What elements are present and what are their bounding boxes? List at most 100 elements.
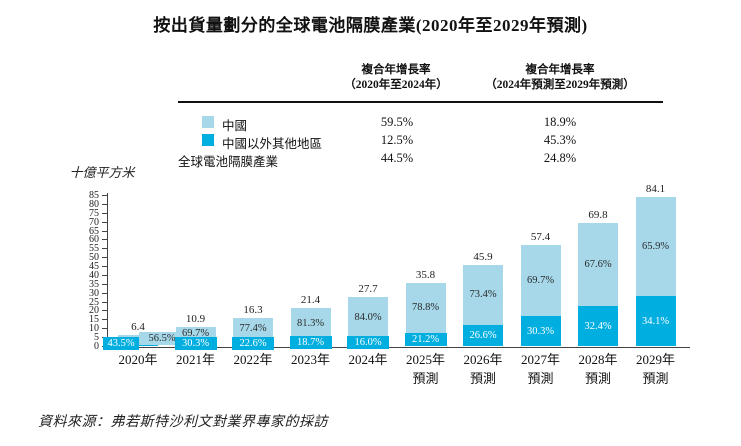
y-tick bbox=[102, 301, 107, 303]
x-axis-sublabel: 預測 bbox=[642, 371, 669, 386]
y-tick bbox=[102, 310, 107, 312]
bar-segment-china bbox=[233, 317, 273, 340]
bar-segment-china bbox=[635, 197, 676, 296]
pct-label-china: 81.3% bbox=[296, 318, 325, 330]
x-axis-line bbox=[107, 346, 690, 348]
x-axis-label: 2022年 bbox=[233, 352, 273, 367]
cagr-value: 44.5% bbox=[380, 151, 414, 165]
bar-segment-other bbox=[463, 324, 503, 347]
y-tick bbox=[102, 274, 107, 276]
y-tick-label: 10 bbox=[89, 323, 99, 335]
y-tick-label: 40 bbox=[89, 269, 99, 281]
x-axis-label: 2025年 bbox=[405, 352, 445, 367]
x-axis-sublabel: 預測 bbox=[584, 371, 611, 386]
pct-label-other: 26.6% bbox=[469, 330, 497, 342]
x-axis-label: 2020年 bbox=[118, 352, 158, 367]
y-axis-line bbox=[107, 193, 108, 348]
pct-label-other: 18.7% bbox=[289, 336, 332, 350]
y-tick-label: 25 bbox=[89, 296, 99, 308]
bar-total-label: 45.9 bbox=[473, 250, 493, 263]
y-tick bbox=[102, 266, 107, 268]
y-tick bbox=[102, 230, 107, 232]
table-row: 中國 59.5% 18.9% bbox=[0, 0, 741, 133]
x-axis-label: 2024年 bbox=[348, 352, 388, 367]
bar-total-label: 57.4 bbox=[530, 230, 551, 243]
x-axis-label: 2027年 bbox=[520, 352, 560, 367]
chart-title: 按出貨量劃分的全球電池隔膜產業(2020年至2029年預測) bbox=[153, 16, 588, 35]
x-axis-label: 2023年 bbox=[290, 352, 330, 367]
y-tick bbox=[102, 283, 107, 285]
y-tick-label: 70 bbox=[89, 216, 99, 228]
bar-total-label: 35.8 bbox=[415, 268, 436, 281]
bar-total-label: 10.9 bbox=[185, 313, 206, 326]
y-tick-label: 50 bbox=[89, 252, 99, 264]
pct-label-china: 67.6% bbox=[584, 258, 612, 270]
y-tick-label: 85 bbox=[89, 190, 99, 202]
cagr-value: 18.9% bbox=[543, 115, 577, 129]
y-tick-label: 20 bbox=[89, 305, 99, 317]
y-tick bbox=[102, 212, 107, 214]
pct-label-other: 16.0% bbox=[347, 336, 389, 350]
bar-total-label: 84.1 bbox=[645, 183, 666, 196]
bar-segment-china bbox=[348, 297, 388, 339]
pct-label-china: 69.7% bbox=[526, 274, 555, 286]
y-tick bbox=[102, 248, 107, 250]
y-axis-unit-label: 十億平方米 bbox=[69, 165, 135, 180]
x-axis-sublabel: 預測 bbox=[412, 371, 439, 386]
y-tick-label: 60 bbox=[89, 234, 99, 246]
y-tick-label: 15 bbox=[89, 314, 99, 326]
y-tick bbox=[102, 239, 107, 241]
pct-label-other: 43.5% bbox=[103, 336, 139, 350]
pct-label-china: 78.8% bbox=[411, 302, 440, 314]
bar-segment-china bbox=[520, 244, 561, 316]
pct-label-china: 77.4% bbox=[239, 323, 267, 335]
bar-segment-other bbox=[635, 295, 676, 347]
table-divider bbox=[178, 101, 663, 103]
y-tick bbox=[102, 203, 107, 205]
pct-label-other: 32.4% bbox=[584, 320, 612, 332]
x-axis-label: 2021年 bbox=[175, 352, 215, 367]
x-axis-sublabel: 預測 bbox=[469, 371, 496, 386]
bar-segment-china bbox=[290, 308, 331, 340]
bar-total-label: 21.4 bbox=[300, 294, 321, 307]
legend-label-other: 中國以外其他地區 bbox=[222, 137, 323, 151]
legend-label-china: 中國 bbox=[222, 119, 248, 133]
y-tick-label: 80 bbox=[89, 198, 99, 210]
y-tick-label: 35 bbox=[89, 278, 99, 290]
cagr-value: 59.5% bbox=[380, 115, 414, 129]
cagr-value: 12.5% bbox=[380, 133, 414, 147]
cagr-col1-header: 複合年增長率 （2020年至2024年） bbox=[306, 63, 486, 93]
y-tick bbox=[102, 195, 107, 197]
bar-segment-china bbox=[463, 264, 503, 325]
pct-label-other: 30.3% bbox=[526, 325, 555, 337]
legend-swatch-china bbox=[202, 116, 214, 128]
pct-label-china: 65.9% bbox=[641, 240, 670, 252]
cagr-col1-line1: 複合年增長率 bbox=[361, 64, 431, 76]
y-tick bbox=[102, 292, 107, 294]
y-tick-label: 30 bbox=[89, 287, 99, 299]
x-axis-label: 2029年 bbox=[635, 352, 675, 367]
y-tick bbox=[102, 319, 107, 321]
x-axis-label: 2026年 bbox=[463, 352, 503, 367]
x-axis-label: 2028年 bbox=[578, 352, 618, 367]
cagr-table: 複合年增長率 （2020年至2024年） 複合年增長率 （2024年預測至202… bbox=[0, 0, 741, 169]
pct-label-china: 69.7% bbox=[181, 328, 210, 340]
pct-label-other: 30.3% bbox=[174, 336, 217, 350]
bar-segment-other bbox=[578, 306, 618, 347]
y-tick bbox=[102, 221, 107, 223]
y-tick-label: 65 bbox=[89, 225, 99, 237]
bar-total-label: 69.8 bbox=[588, 208, 608, 221]
bar-total-label: 16.3 bbox=[243, 303, 263, 316]
cagr-col2-line2: （2024年預測至2029年預測） bbox=[485, 79, 635, 91]
y-tick bbox=[102, 257, 107, 259]
bar-segment-china bbox=[405, 282, 446, 333]
pct-label-china: 73.4% bbox=[469, 289, 497, 301]
y-tick-label: 55 bbox=[89, 243, 99, 255]
pct-label-other: 34.1% bbox=[641, 315, 670, 327]
total-row-label: 全球電池隔膜產業 bbox=[178, 155, 279, 169]
pct-label-china: 56.5% bbox=[139, 332, 185, 345]
bar-segment-other bbox=[520, 315, 561, 347]
pct-label-china: 84.0% bbox=[354, 312, 382, 324]
y-tick-label: 5 bbox=[94, 332, 99, 344]
table-row: 全球電池隔膜產業 44.5% 24.8% bbox=[0, 28, 741, 169]
